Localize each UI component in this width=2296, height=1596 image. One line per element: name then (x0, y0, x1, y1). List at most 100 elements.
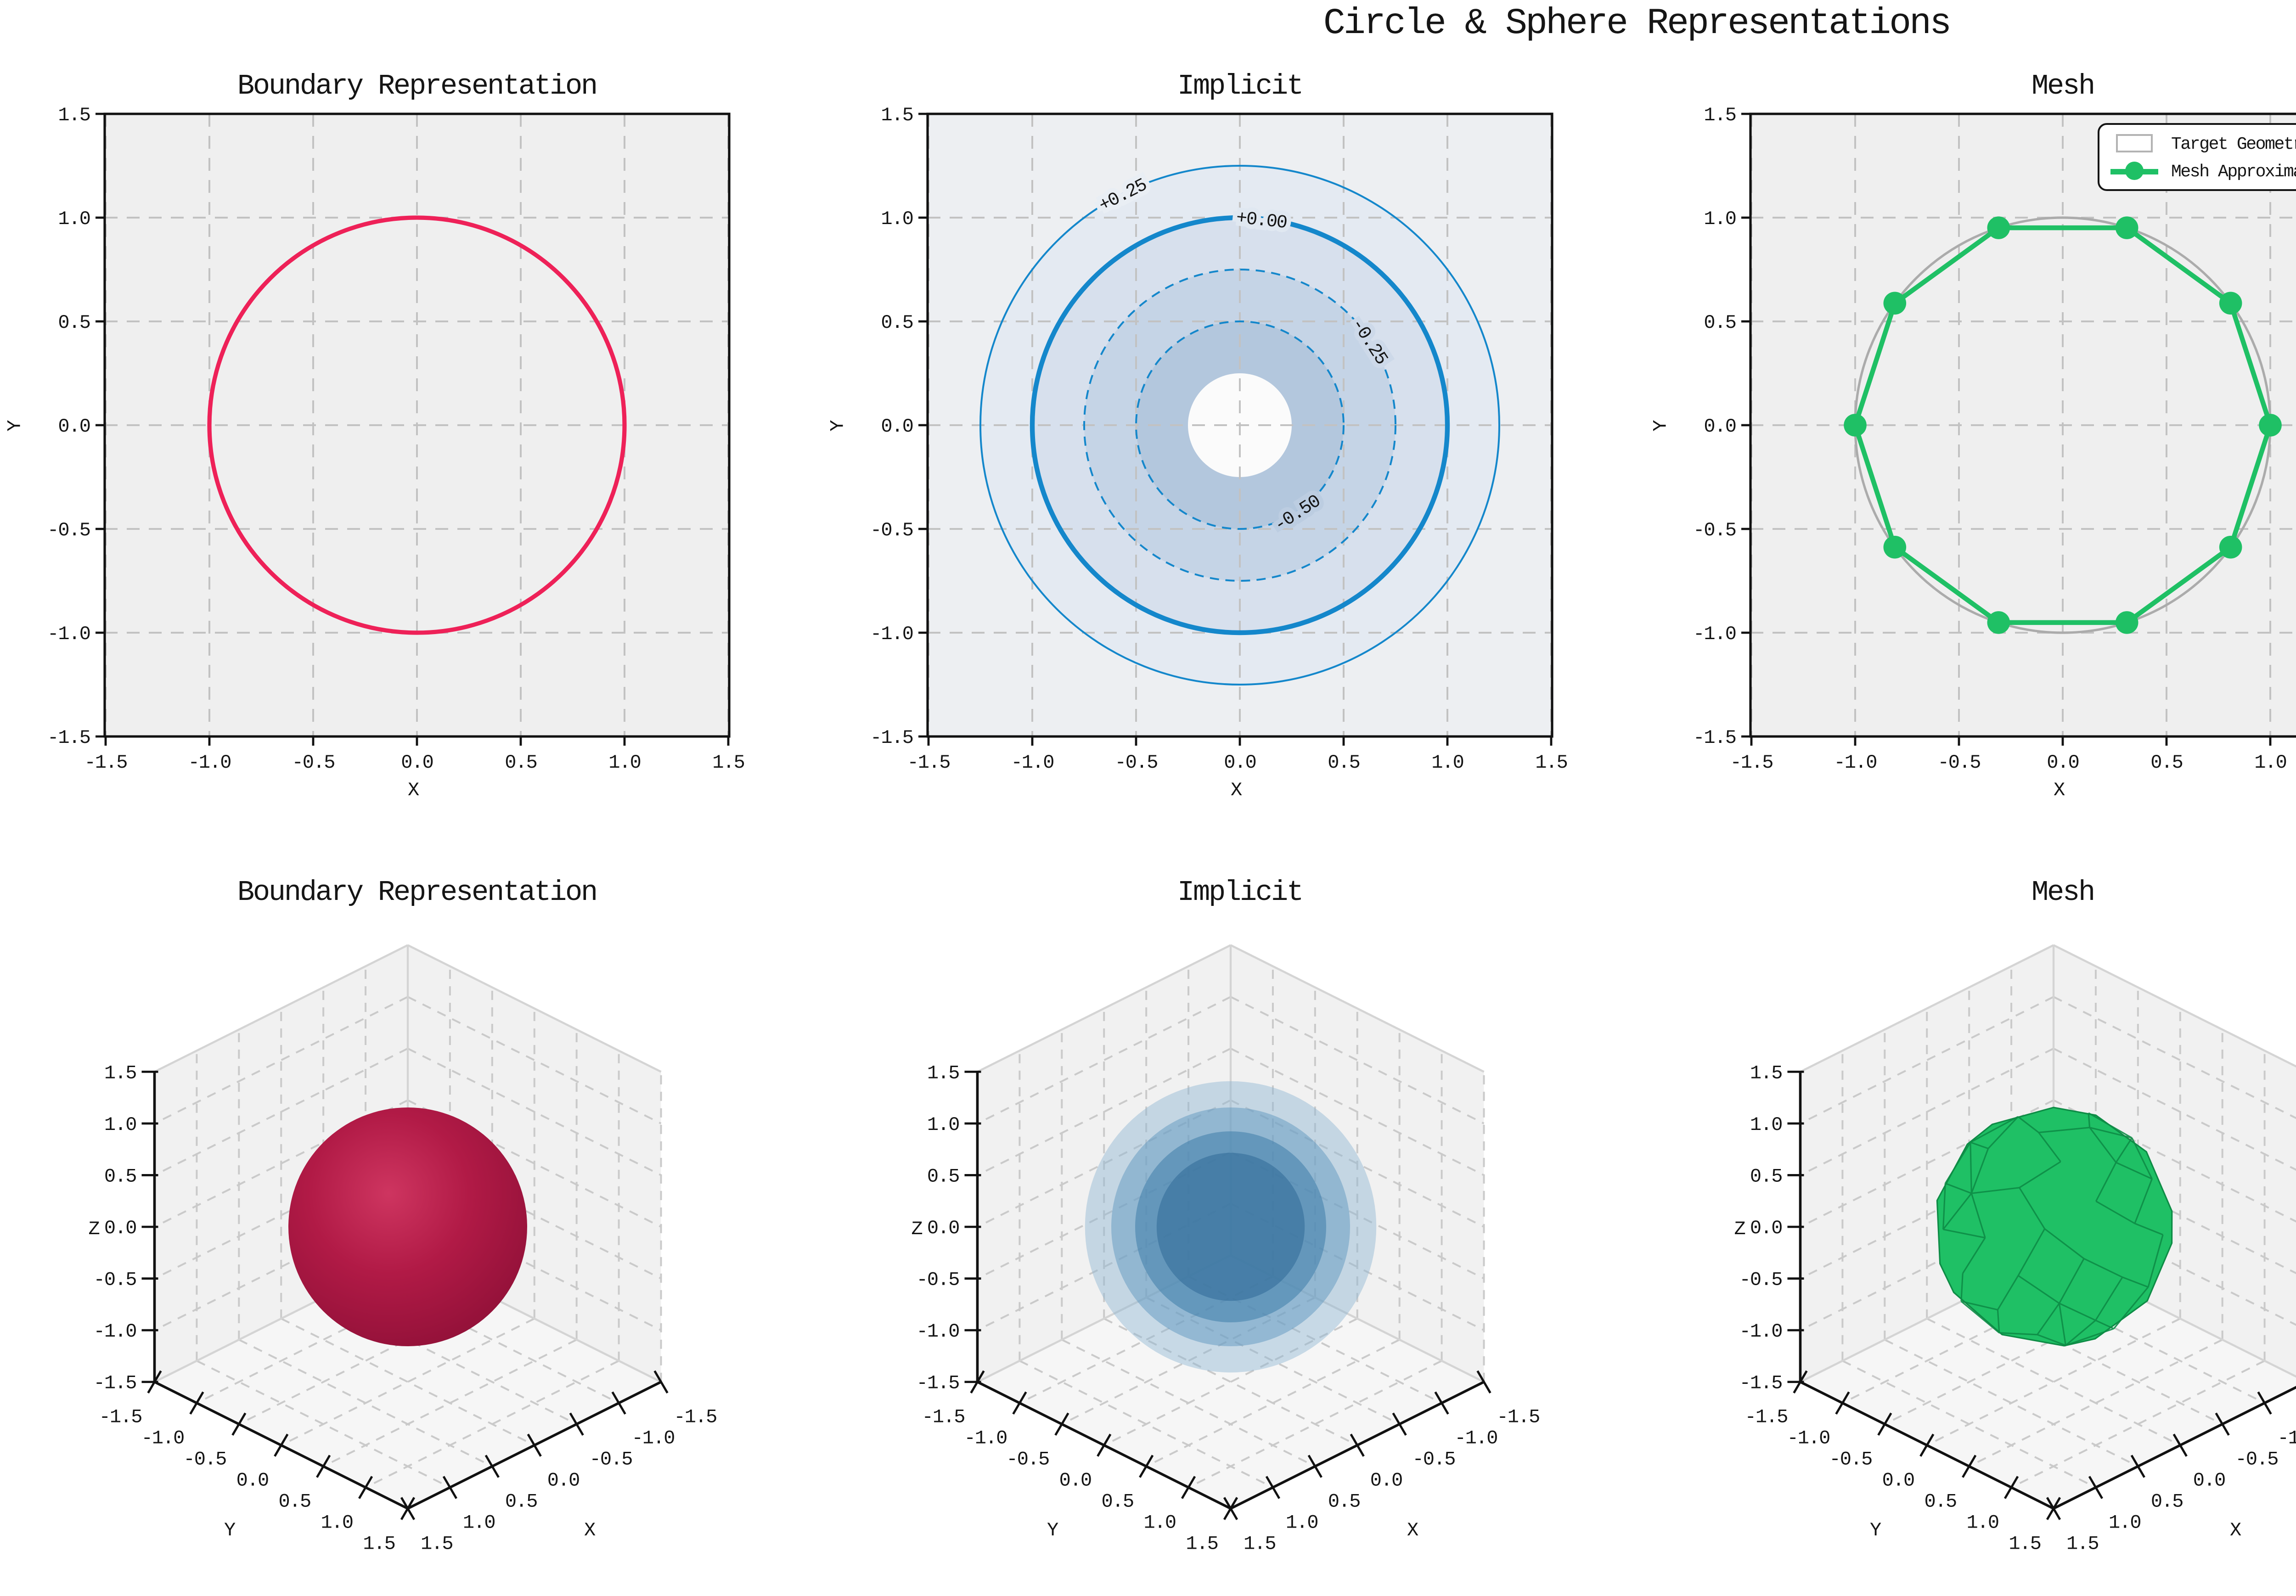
z-tick-label: 1.0 (927, 1114, 959, 1136)
y-tick-label: -0.5 (1006, 1449, 1049, 1471)
target-geometry-swatch-icon (2110, 134, 2158, 152)
isosurface-shell (1156, 1152, 1305, 1301)
zlabel-3d: Z (1734, 1218, 1745, 1240)
y-tick-label: 1.0 (321, 1512, 353, 1534)
legend-item-target-geometry: Target Geometry (2110, 132, 2296, 154)
x-tick-label: 1.0 (1286, 1512, 1318, 1534)
xlabel-mesh2d: X (2054, 781, 2065, 803)
ticks3d: -1.5-1.5-1.5-1.0-1.0-1.0-0.5-0.5-0.50.00… (1739, 1062, 2296, 1555)
legend-mesh: Target Geometry Mesh Approximation (2098, 123, 2296, 191)
y-tick-label: -0.5 (47, 519, 90, 541)
y-tick-label: 0.0 (1882, 1470, 1914, 1492)
z-tick-label: 0.5 (104, 1165, 136, 1187)
x-tick-label: 1.5 (1244, 1533, 1276, 1555)
plot-implicit-3d: -1.5-1.5 -1.5-1.0-1.0 -1.0-0.5-0.5 -0.50.00… (911, 944, 1540, 1555)
y-tick-label: 1.0 (1704, 208, 1736, 230)
z-tick-label: 0.5 (1750, 1165, 1782, 1187)
subplot-title-implicit2d: Implicit (1177, 70, 1304, 103)
y-tick-label: 0.0 (1059, 1470, 1092, 1492)
zlabel-3d: Z (911, 1218, 922, 1240)
x-tick-label: -1.5 (1730, 752, 1773, 774)
x-tick-label: 0.0 (2193, 1470, 2225, 1492)
x-tick-label: -1.5 (674, 1406, 717, 1428)
x-tick-label: 0.5 (2150, 752, 2183, 774)
ylabel-brep2d: Y (5, 421, 28, 432)
x-tick-label: 1.5 (421, 1533, 453, 1555)
y-tick-label: -1.5 (870, 727, 913, 749)
axis-ticks: -1.5 -1.5 -1.0 -1.0 -0.5 -0.5 0.0 0.0 0.5 0.5 1.0 1… (47, 104, 745, 774)
x-tick-label: -1.0 (1011, 752, 1054, 774)
legend-item-mesh-approximation: Mesh Approximation (2110, 160, 2296, 182)
plot-implicit-2d: +0.25+0.00-0.25-0.50-1.5-1.5-1.0-1.0-0.5… (870, 104, 1568, 774)
y-tick-label: 0.0 (1704, 416, 1736, 438)
x-tick-label: 1.5 (2066, 1533, 2099, 1555)
x-tick-label: 1.5 (712, 752, 744, 774)
y-tick-label: 1.0 (1143, 1512, 1176, 1534)
y-tick-label: -1.0 (141, 1427, 184, 1450)
x-tick-label: -1.5 (907, 752, 950, 774)
y-tick-label: 1.5 (881, 104, 913, 126)
y-tick-label: -0.5 (870, 519, 913, 541)
x-tick-label: 1.0 (2109, 1512, 2141, 1534)
y-tick-label: 0.5 (1704, 312, 1736, 334)
y-tick-label: 1.5 (363, 1533, 395, 1555)
axis-ticks: -1.5 -1.5 -1.0 -1.0 -0.5 -0.5 0.0 0.0 0.5 0.5 1.0 1… (870, 104, 1568, 774)
y-tick-label: 1.5 (1704, 104, 1736, 126)
z-tick-label: 0.0 (1750, 1217, 1782, 1239)
subplot-title-mesh2d: Mesh (2031, 70, 2095, 103)
y-tick-label: 1.5 (58, 104, 90, 126)
subplot-title-implicit3d: Implicit (1177, 876, 1304, 909)
xlabel-brep2d: X (408, 781, 419, 803)
x-tick-label: 0.5 (1328, 752, 1360, 774)
z-tick-label: 0.0 (927, 1217, 959, 1239)
y-tick-label: -1.5 (922, 1406, 965, 1428)
geometry-3d (288, 1107, 527, 1346)
ylabel-mesh2d: Y (1651, 421, 1673, 432)
mesh-line-marker-icon (2110, 162, 2158, 180)
x-tick-label: -1.5 (1497, 1406, 1540, 1428)
y-tick-label: 1.0 (881, 208, 913, 230)
y-tick-label: 1.0 (58, 208, 90, 230)
z-tick-label: -1.5 (917, 1372, 959, 1394)
z-tick-label: -1.0 (1739, 1321, 1782, 1343)
geometry-3d (1085, 1081, 1377, 1373)
y-tick-label: 0.5 (279, 1491, 311, 1513)
y-tick-label: 0.0 (58, 416, 90, 438)
xlabel-3d: X (1407, 1519, 1418, 1541)
z-tick-label: -1.5 (1739, 1372, 1782, 1394)
y-tick-label: -1.0 (1787, 1427, 1830, 1450)
y-tick-label: -1.0 (964, 1427, 1007, 1450)
x-tick-label: 0.0 (1224, 752, 1256, 774)
x-tick-label: -1.0 (1834, 752, 1877, 774)
y-tick-label: 1.5 (2009, 1533, 2041, 1555)
y-tick-label: 0.5 (881, 312, 913, 334)
legend-label: Target Geometry (2171, 133, 2296, 153)
zlabel-3d: Z (88, 1218, 99, 1240)
geometry-3d (1936, 1107, 2173, 1347)
y-tick-label: 0.0 (881, 416, 913, 438)
xlabel-3d: X (2230, 1519, 2241, 1541)
z-tick-label: -0.5 (1739, 1269, 1782, 1291)
axes3d: -1.5-1.5-1.5-1.0-1.0-1.0-0.5-0.5-0.50.00… (911, 944, 1540, 1555)
x-tick-label: -0.5 (292, 752, 335, 774)
x-tick-label: 1.0 (463, 1512, 495, 1534)
plot-mesh-2d: -1.5 -1.5 -1.0 -1.0 -0.5 -0.5 0.0 0.0 0.5 0.5 1.0 1… (1693, 104, 2296, 774)
y-tick-label: -1.0 (1693, 623, 1736, 645)
ylabel-3d: Y (1870, 1519, 1881, 1541)
axis-ticks: -1.5 -1.5 -1.0 -1.0 -0.5 -0.5 0.0 0.0 0.5 0.5 1.0 1… (1693, 104, 2287, 774)
y-tick-label: 1.0 (1966, 1512, 1998, 1534)
plot-brep-2d: -1.5 -1.5 -1.0 -1.0 -0.5 -0.5 0.0 0.0 0.5 0.5 1.0 1… (47, 104, 745, 774)
z-tick-label: -1.0 (917, 1321, 959, 1343)
ylabel-3d: Y (1047, 1519, 1058, 1541)
x-tick-label: -0.5 (1115, 752, 1158, 774)
subplot-title-brep3d: Boundary Representation (237, 876, 598, 909)
figure-title: Circle & Sphere Representations (1323, 4, 1952, 46)
x-tick-label: 0.5 (2151, 1491, 2183, 1513)
subplot-title-mesh3d: Mesh (2031, 876, 2095, 909)
x-tick-label: 1.5 (1535, 752, 1567, 774)
x-tick-label: -0.5 (2235, 1449, 2278, 1471)
ylabel-implicit2d: Y (828, 421, 850, 432)
y-tick-label: -1.0 (47, 623, 90, 645)
x-tick-label: 1.0 (2254, 752, 2286, 774)
